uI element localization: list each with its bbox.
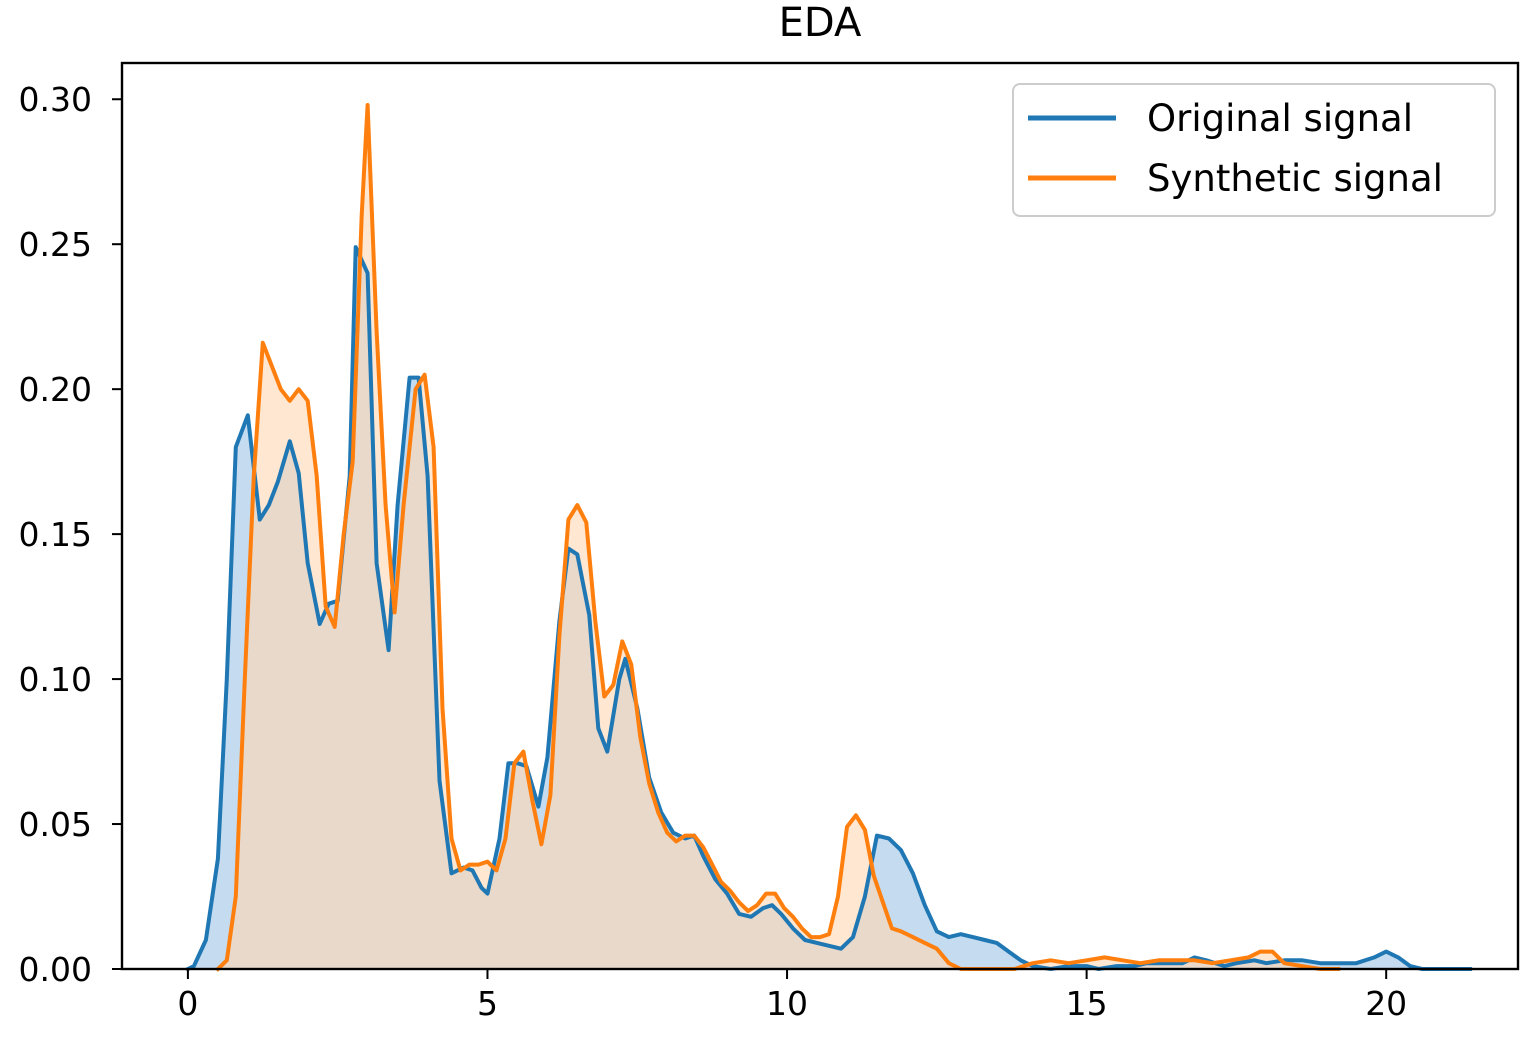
legend: Original signal Synthetic signal — [1012, 83, 1496, 217]
series-line-1 — [215, 103, 1341, 972]
y-tick-label: 0.00 — [19, 950, 92, 989]
y-tick-label: 0.10 — [19, 660, 92, 699]
series-fill-0 — [187, 247, 1471, 970]
y-axis: 0.00 0.05 0.10 0.15 0.20 0.25 0.30 — [19, 80, 122, 989]
y-tick-label: 0.05 — [19, 805, 92, 844]
y-tick-label: 0.25 — [19, 225, 92, 264]
series-lines — [185, 103, 1473, 972]
legend-label: Original signal — [1147, 97, 1413, 140]
x-tick-label: 0 — [177, 984, 198, 1023]
y-tick-label: 0.30 — [19, 80, 92, 119]
series-fills — [187, 105, 1471, 970]
y-tick-label: 0.20 — [19, 370, 92, 409]
x-axis: 0 5 10 15 20 — [177, 969, 1407, 1023]
y-tick-label: 0.15 — [19, 515, 92, 554]
series-fill-1 — [217, 105, 1339, 969]
x-tick-label: 20 — [1365, 984, 1407, 1023]
plot-frame — [120, 61, 1520, 971]
x-tick-label: 5 — [477, 984, 498, 1023]
legend-box — [1012, 83, 1496, 217]
x-tick-label: 10 — [766, 984, 808, 1023]
legend-label: Synthetic signal — [1147, 157, 1443, 200]
chart-title: EDA — [779, 0, 862, 46]
x-tick-label: 15 — [1066, 984, 1108, 1023]
